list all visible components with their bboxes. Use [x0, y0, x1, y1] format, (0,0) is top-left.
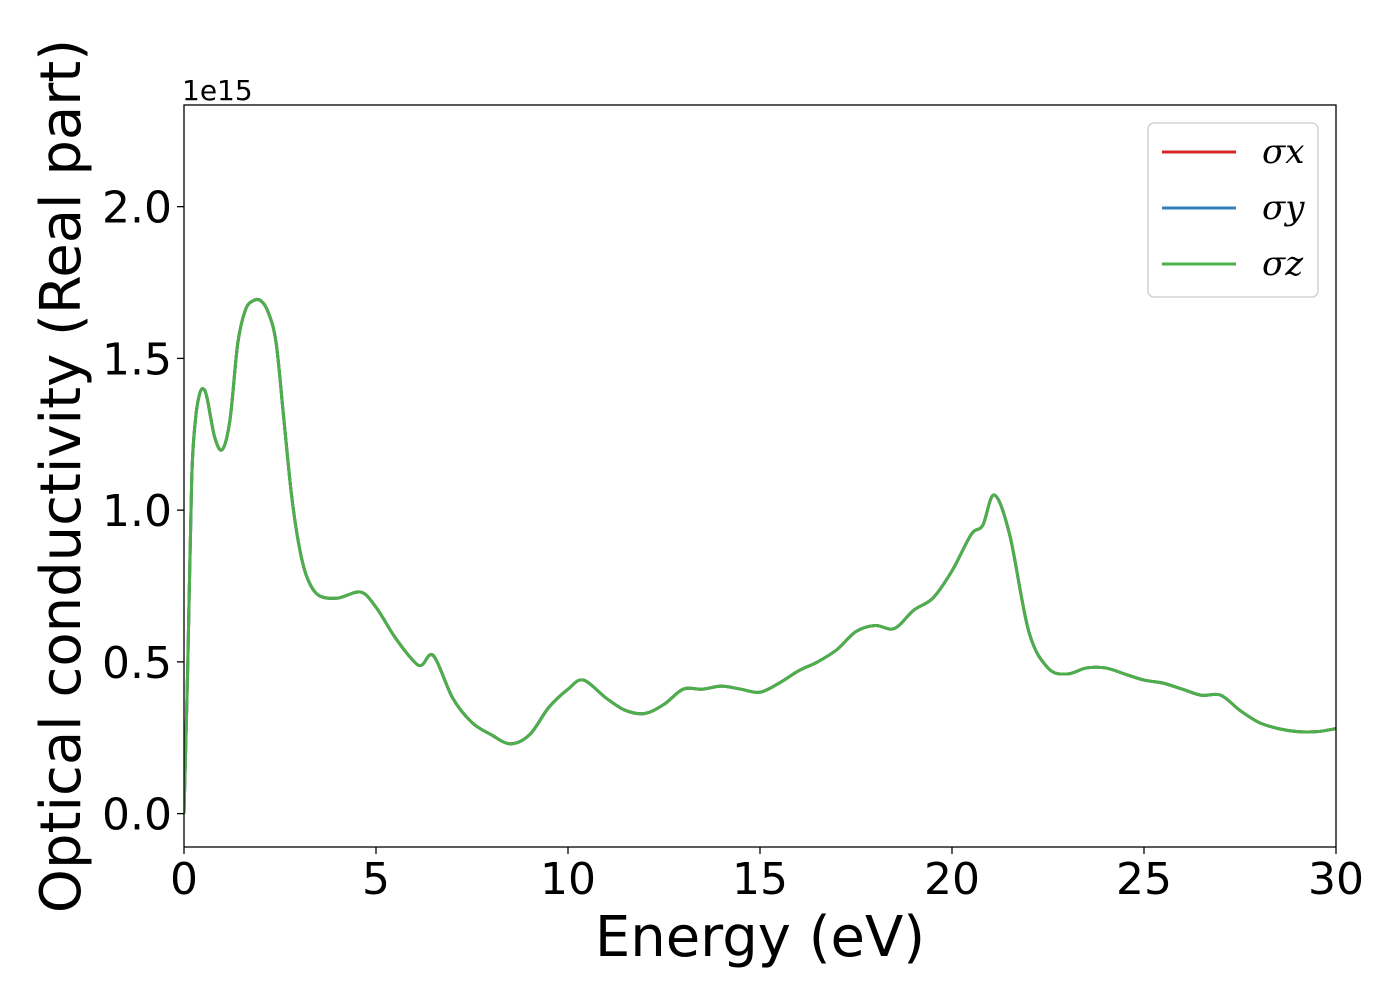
legend-label-1: σx — [1262, 132, 1304, 172]
x-tick-label: 15 — [732, 854, 788, 905]
y-tick-label: 1.5 — [102, 334, 172, 385]
plot-area — [184, 297, 1336, 814]
legend-label-3: σz — [1262, 244, 1304, 284]
y-tick-label: 1.0 — [102, 486, 172, 537]
x-tick-label: 10 — [540, 854, 596, 905]
y-axis: 0.0 0.5 1.0 1.5 2.0 — [102, 183, 184, 841]
x-axis: 0 5 10 15 20 25 30 — [170, 847, 1364, 905]
y-axis-label: Optical conductivity (Real part) — [29, 39, 94, 913]
x-tick-label: 25 — [1116, 854, 1172, 905]
legend: σx σy σz — [1147, 122, 1319, 298]
x-tick-label: 5 — [362, 854, 390, 905]
y-tick-label: 0.5 — [102, 638, 172, 689]
y-tick-label: 2.0 — [102, 183, 172, 234]
legend-label-2: σy — [1262, 188, 1305, 228]
y-tick-label: 0.0 — [102, 790, 172, 841]
x-tick-label: 30 — [1308, 854, 1364, 905]
series-line-3 — [184, 297, 1336, 814]
y-offset-label: 1e15 — [182, 74, 253, 107]
x-axis-label: Energy (eV) — [595, 905, 925, 970]
x-tick-label: 0 — [170, 854, 198, 905]
x-tick-label: 20 — [924, 854, 980, 905]
legend-frame — [1147, 122, 1319, 298]
